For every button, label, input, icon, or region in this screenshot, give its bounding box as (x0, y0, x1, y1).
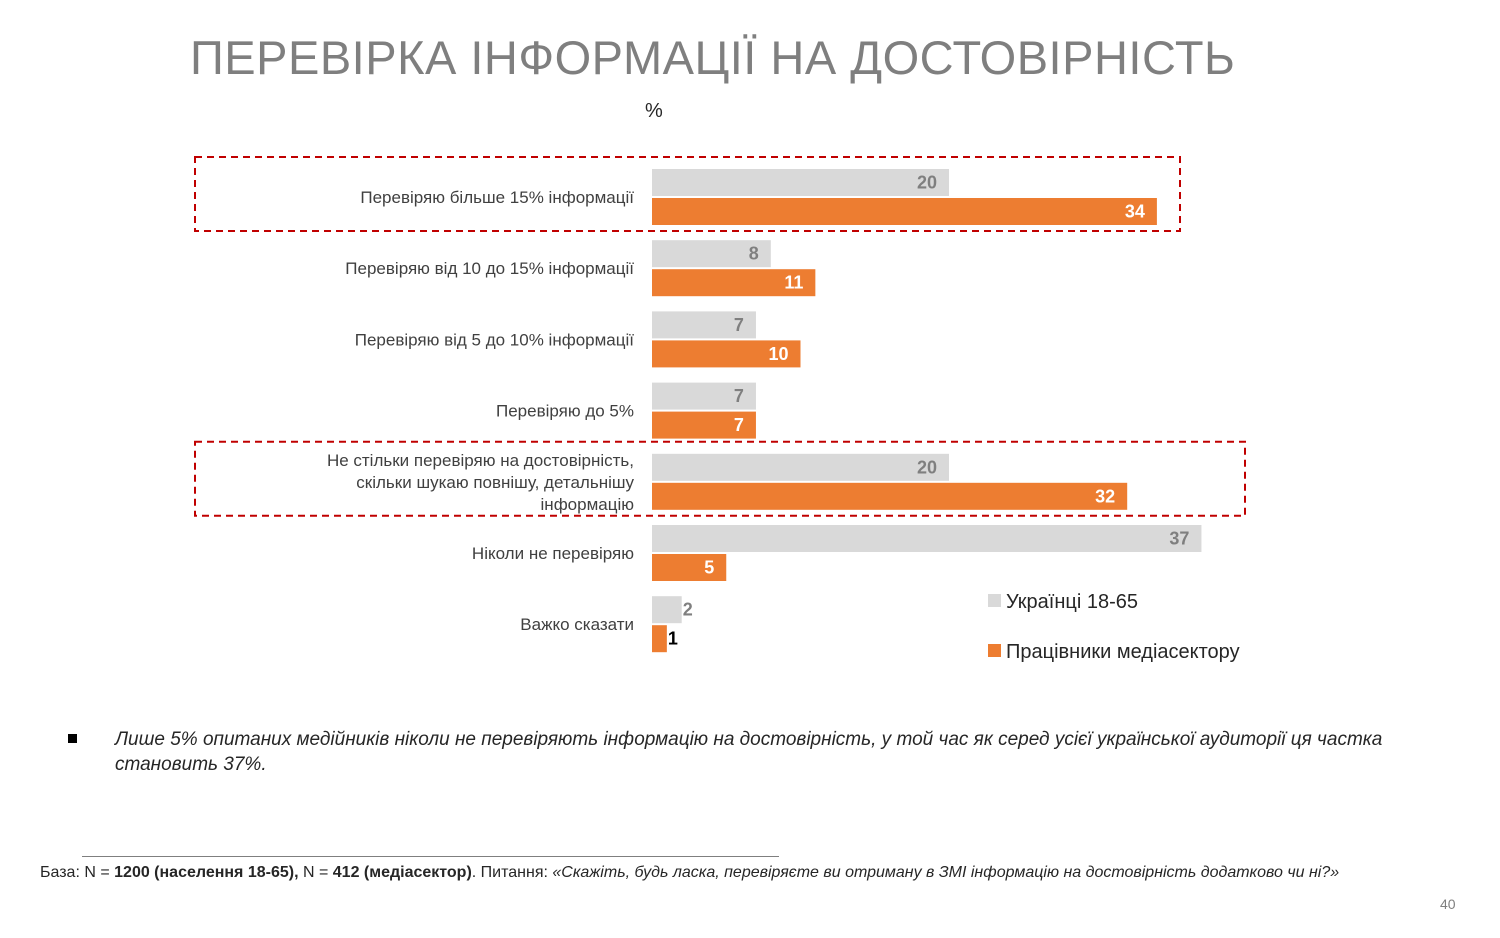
data-label: 10 (768, 344, 788, 364)
highlight-box (194, 156, 1181, 232)
highlight-box (194, 440, 1246, 517)
data-label: 2 (683, 600, 693, 620)
category-label: Важко сказати (520, 615, 634, 634)
data-label: 20 (917, 457, 937, 477)
bar-media-workers (652, 554, 727, 581)
bar-media-workers (652, 340, 801, 368)
footnote-base-label: База: N = (40, 864, 115, 881)
bar-ukrainians (652, 169, 949, 196)
legend-label-ukrainians: Українці 18-65 (1006, 591, 1138, 613)
bar-ukrainians (652, 525, 1202, 552)
data-label: 32 (1095, 486, 1115, 506)
category-label: скільки шукаю повнішу, детальнішу (356, 473, 634, 492)
legend-label-media-workers: Працівники медіасектору (1006, 641, 1240, 663)
data-label: 7 (734, 315, 744, 335)
bar-ukrainians (652, 596, 682, 624)
key-finding-text: Лише 5% опитаних медійників ніколи не пе… (115, 729, 1383, 775)
footnote-base-value2: 412 (медіасектор) (332, 864, 472, 881)
data-label: 8 (749, 244, 759, 264)
page-number: 40 (1440, 896, 1456, 912)
bar-media-workers (652, 269, 816, 297)
data-label: 11 (784, 273, 803, 293)
footnote-divider (82, 856, 779, 857)
footnote-base-value1: 1200 (населення 18-65), (114, 864, 299, 881)
data-label: 1 (668, 629, 678, 649)
data-label: 34 (1125, 202, 1145, 222)
bar-ukrainians (652, 382, 756, 410)
footnote-question-label: . Питання: (471, 864, 553, 881)
category-label: Ніколи не перевіряю (472, 544, 634, 563)
data-label: 7 (734, 386, 744, 406)
category-label: Перевіряю від 5 до 10% інформації (355, 330, 635, 349)
unit-label: % (645, 100, 663, 122)
bar-chart: Перевіряю більше 15% інформації 20 34 Перев… (194, 156, 1246, 663)
category-label: Перевіряю до 5% (496, 402, 634, 421)
bar-media-workers (652, 482, 1128, 510)
key-finding: Лише 5% опитаних медійників ніколи не пе… (68, 727, 1398, 777)
category-label: Перевіряю більше 15% інформації (360, 188, 634, 207)
footnote-question: «Скажіть, будь ласка, перевіряєте ви отр… (552, 864, 1340, 881)
category-label: Не стільки перевіряю на достовірність, (327, 451, 634, 470)
category-label: Перевіряю від 10 до 15% інформації (345, 259, 634, 278)
bar-media-workers (652, 198, 1157, 225)
legend-swatch-ukrainians (988, 594, 1001, 607)
footnote: База: N = 1200 (населення 18-65), N = 41… (40, 862, 1460, 883)
legend-swatch-media-workers (988, 644, 1001, 657)
footnote-base-mid: N = (298, 864, 333, 881)
bar-ukrainians (652, 311, 756, 339)
data-label: 5 (704, 558, 714, 578)
category-label: інформацію (541, 495, 635, 514)
bar-media-workers (652, 625, 667, 653)
bar-ukrainians (652, 240, 771, 268)
bar-media-workers (652, 411, 756, 439)
page-title: ПЕРЕВІРКА ІНФОРМАЦІЇ НА ДОСТОВІРНІСТЬ (190, 31, 1236, 84)
data-label: 37 (1169, 529, 1189, 549)
data-label: 7 (734, 415, 744, 435)
data-label: 20 (917, 173, 937, 193)
bullet-icon (68, 734, 77, 743)
bar-ukrainians (652, 453, 949, 481)
